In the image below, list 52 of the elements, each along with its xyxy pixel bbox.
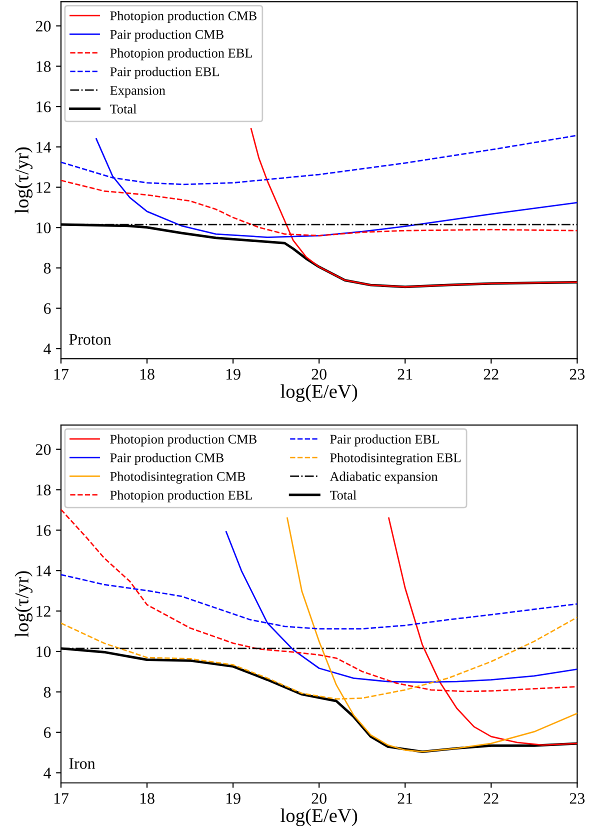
legend-label: Pair production CMB	[110, 453, 224, 465]
x-tick-label: 20	[312, 793, 326, 804]
legend-label: Pair production EBL	[110, 66, 219, 79]
x-tick-label: 22	[484, 793, 498, 804]
x-tick-label: 21	[398, 368, 412, 380]
y-tick-label: 8	[44, 686, 51, 698]
x-tick-label: 23	[570, 793, 585, 804]
y-axis-title: log(τ/yr)	[14, 147, 33, 214]
legend-label: Photopion production CMB	[110, 434, 256, 446]
annotation: Proton	[69, 334, 112, 345]
y-tick-label: 20	[36, 20, 51, 32]
x-axis-title: log(E/eV)	[280, 384, 358, 402]
x-tick-label: 19	[226, 793, 240, 804]
annotation: Iron	[69, 758, 96, 769]
legend-label: Photopion production CMB	[110, 10, 256, 23]
legend-label: Adiabatic expansion	[330, 472, 438, 484]
y-tick-label: 10	[36, 222, 51, 234]
x-tick-label: 17	[54, 368, 69, 380]
legend-label: Photopion production EBL	[110, 48, 252, 60]
y-tick-label: 16	[36, 102, 51, 112]
legend-label: Photopion production EBL	[110, 490, 252, 502]
y-tick-label: 6	[44, 727, 51, 738]
y-tick-label: 4	[44, 344, 52, 354]
x-tick-label: 17	[54, 793, 69, 804]
y-tick-label: 4	[44, 768, 52, 778]
x-tick-label: 21	[398, 793, 412, 804]
legend-label: Photodisintegration EBL	[330, 453, 460, 466]
x-tick-label: 23	[570, 368, 585, 380]
y-tick-label: 8	[44, 262, 51, 274]
x-tick-label: 19	[226, 368, 240, 380]
x-tick-label: 22	[484, 368, 498, 380]
legend-label: Photodisintegration CMB	[110, 472, 246, 484]
y-tick-label: 14	[36, 142, 52, 152]
legend-label: Expansion	[110, 86, 166, 98]
y-tick-label: 6	[44, 303, 51, 314]
y-tick-label: 20	[36, 444, 51, 455]
legend-label: Total	[330, 490, 356, 500]
y-tick-label: 18	[36, 484, 51, 496]
legend-label: Total	[110, 104, 136, 114]
legend-label: Pair production EBL	[330, 434, 439, 446]
x-tick-label: 18	[140, 793, 154, 804]
y-tick-label: 18	[36, 61, 51, 72]
y-tick-label: 16	[36, 525, 51, 536]
y-tick-label: 12	[36, 606, 50, 617]
y-tick-label: 10	[36, 646, 51, 658]
y-tick-label: 12	[36, 182, 50, 193]
y-axis-title: log(τ/yr)	[14, 571, 33, 638]
y-tick-label: 14	[36, 566, 52, 576]
x-tick-label: 20	[312, 368, 326, 380]
legend-label: Pair production CMB	[110, 30, 224, 42]
x-axis-title: log(E/eV)	[280, 808, 358, 826]
x-tick-label: 18	[140, 368, 154, 380]
